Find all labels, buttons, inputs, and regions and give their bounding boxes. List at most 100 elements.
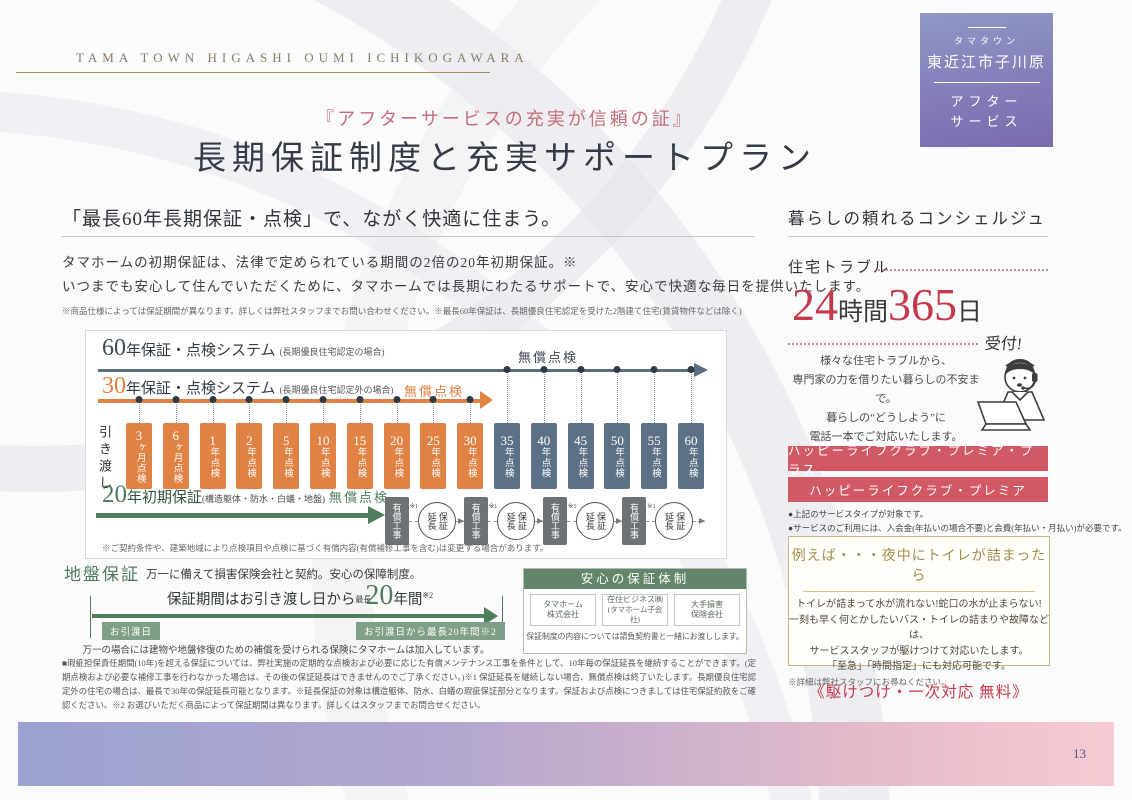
dotted-connector — [359, 402, 361, 423]
badge-small-label: タマタウン — [953, 36, 1019, 46]
timeline-dot — [245, 396, 253, 403]
timeline-line-60 — [98, 363, 708, 377]
project-badge: タマタウン 東近江市子川原 アフター サービス — [920, 13, 1053, 147]
extension-connector — [613, 517, 623, 524]
page-number: 13 — [1073, 746, 1086, 761]
inspection-box: 6 ヶ月点検 — [162, 423, 189, 489]
timeline-milestone: 60 年点検 — [677, 366, 704, 489]
divider — [933, 82, 1040, 83]
badge-large-label: 東近江市子川原 — [926, 55, 1046, 71]
timeline-milestone: 25 年点検 — [420, 396, 447, 489]
dotted-connector — [654, 372, 656, 423]
timeline-milestone: 15 年点検 — [346, 396, 373, 489]
free-inspection-label: 無償点検 — [404, 384, 465, 399]
inspection-box: 35 年点検 — [493, 423, 520, 489]
footer-bar: 13 — [18, 722, 1114, 786]
initial-warranty-arrow — [96, 506, 385, 524]
divider — [803, 591, 1035, 592]
timeline-dot — [209, 396, 217, 403]
timeline-milestone: 35 年点検 — [493, 366, 520, 489]
ground-label-start: お引渡日 — [102, 622, 161, 640]
assurance-box: 安心の保証体制 タマホーム 株式会社 在住ビジネス㈱ (タマホーム子会社) 大手… — [523, 568, 747, 654]
dotted-connector — [690, 372, 692, 423]
ground-warranty-title: 地盤保証 — [64, 565, 140, 584]
ground-warranty-timeline: 保証期間はお引き渡し日から最長20年間※2 お引渡日 お引渡日から最長20年間※… — [90, 580, 510, 640]
company-box: 在住ビジネス㈱ (タマホーム子会社) — [602, 594, 668, 626]
dotted-connector — [506, 372, 508, 423]
badge-subtitle: アフター サービス — [950, 94, 1023, 130]
inspection-box: 25 年点検 — [420, 423, 447, 489]
dotted-leader — [788, 343, 978, 345]
section-heading-warranty: 「最長60年長期保証・点検」で、ながく快適に住まう。 — [62, 209, 562, 230]
paid-work-box: 有償工事 — [543, 497, 568, 545]
inspection-box: 5 年点検 — [273, 423, 300, 489]
ground-arrow — [92, 607, 498, 625]
ground-end-cap — [502, 596, 503, 638]
timeline-dot — [356, 396, 364, 403]
inspection-box: 30 年点検 — [457, 423, 484, 489]
chart-footnote: ※ご契約条件や、建築地域により点検項目や点検に基づく有償内容(有償補修工事を含む… — [102, 543, 549, 553]
reference-mark: ※1 — [488, 503, 498, 510]
timeline-milestone: 50 年点検 — [604, 366, 631, 489]
concierge-heading: 暮らしの頼れるコンシェルジュ — [788, 209, 1046, 228]
timeline-milestone: 10 年点検 — [309, 396, 336, 489]
extension-connector — [409, 520, 418, 522]
warranty-extension-circle: ※1 保証 延長 — [489, 502, 535, 540]
extension-connector — [488, 520, 497, 522]
timeline-dot — [540, 366, 548, 373]
footnote: ※詳細は弊社スタッフにお尋ねください。 — [788, 677, 950, 687]
divider — [788, 236, 1048, 237]
timeline-milestone: 45 年点検 — [567, 366, 594, 489]
paid-work-box: 有償工事 — [385, 497, 409, 545]
brand-underline — [16, 72, 490, 73]
warranty-extension-circle: ※1 保証 延長 — [647, 502, 694, 540]
dotted-connector — [433, 402, 435, 423]
timeline-milestone: 55 年点検 — [641, 366, 668, 489]
inspection-box: 3 ヶ月点検 — [126, 423, 152, 489]
extension-connector — [455, 517, 465, 524]
divider — [967, 27, 1006, 28]
assurance-title: 安心の保証体制 — [524, 569, 746, 589]
happy-life-club-premier-plus-banner: ハッピーライフクラブ・プレミア・プラス — [788, 444, 1048, 477]
dotted-connector — [322, 402, 324, 423]
dotted-connector — [286, 402, 288, 423]
timeline-milestone: 1 年点検 — [199, 396, 226, 489]
timeline-dot — [282, 396, 290, 403]
timeline-dot — [577, 366, 585, 373]
inspection-box: 20 年点検 — [383, 423, 410, 489]
timeline-dot — [466, 396, 474, 403]
free-inspection-label: 無償点検 — [518, 350, 579, 365]
happy-life-club-premier-banner: ハッピーライフクラブ・プレミア — [788, 477, 1048, 502]
timeline-dot — [503, 366, 511, 373]
timeline-dot — [650, 366, 658, 373]
dotted-connector — [212, 402, 214, 423]
timeline-30-title: 30年保証・点検システム (長期優良住宅認定外の場合) — [102, 373, 394, 399]
extension-row: 有償工事 ※1 保証 延長 有償工事 ※1 保証 延長 有償工事 ※1 保証 延長 有償工事 ※1 保証 延長 — [385, 497, 706, 545]
example-title: 例えば・・・夜中にトイレが詰まったら — [791, 549, 1047, 584]
timeline-60-title: 60年保証・点検システム (長期優良住宅認定の場合) — [102, 335, 385, 361]
timeline-milestone: 20 年点検 — [383, 396, 410, 489]
timeline-milestone: 3 ヶ月点検 — [126, 396, 152, 489]
reference-mark: ※1 — [567, 503, 577, 510]
warranty-extension-circle: ※1 保証 延長 — [568, 502, 614, 540]
timeline-milestone: 2 年点検 — [236, 396, 263, 489]
service-bullets: ●上記のサービスタイプが対象です。 ●サービスのご利用には、入会金(年払いの場合… — [788, 509, 1127, 533]
timeline-dot — [613, 366, 621, 373]
extension-connector — [646, 520, 656, 522]
example-text: トイレが詰まって水が流れない!蛇口の水が止まらない! 一刻も早く何とかしたいバス… — [789, 599, 1049, 672]
timeline-milestone: 30 年点検 — [457, 396, 484, 489]
dotted-connector — [249, 402, 251, 423]
brand-title: TAMA TOWN HIGASHI OUMI ICHIKOGAWARA — [76, 50, 529, 65]
ground-note: 万一の場合には建物や地盤修復のための補償を受けられる保険にタマホームは加入してい… — [82, 646, 490, 656]
inspection-box: 2 年点検 — [236, 423, 263, 489]
inspection-box: 60 年点検 — [677, 423, 704, 489]
assurance-note: 保証制度の内容については請負契約書と一緒にお渡しします。 — [526, 632, 744, 641]
timeline-dot — [172, 396, 180, 403]
example-box: 例えば・・・夜中にトイレが詰まったら トイレが詰まって水が流れない!蛇口の水が止… — [788, 536, 1050, 701]
timeline-milestone: 40 年点検 — [530, 366, 557, 489]
assurance-companies: タマホーム 株式会社 在住ビジネス㈱ (タマホーム子会社) 大手損害 保険会社 — [524, 589, 746, 629]
timeline-dot — [429, 396, 437, 403]
dotted-connector — [175, 402, 177, 423]
timeline-dot — [135, 396, 143, 403]
